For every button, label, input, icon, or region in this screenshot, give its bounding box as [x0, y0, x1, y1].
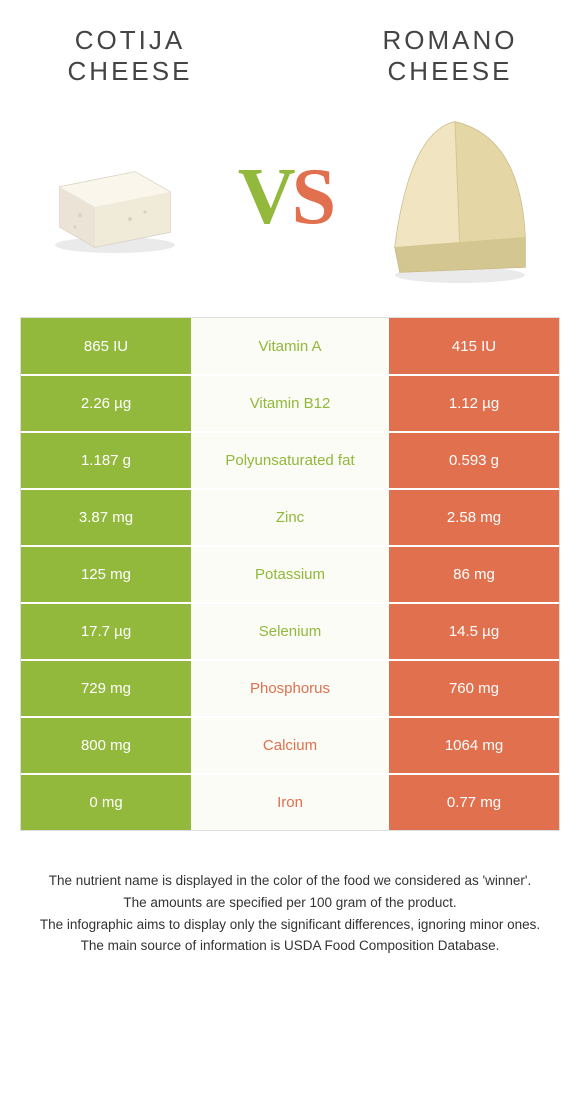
footnotes: The nutrient name is displayed in the co… — [0, 831, 580, 955]
nutrient-name-cell: Potassium — [191, 547, 389, 602]
left-value-cell: 865 IU — [21, 318, 191, 374]
comparison-table: 865 IUVitamin A415 IU2.26 µgVitamin B121… — [20, 317, 560, 831]
right-value-cell: 0.77 mg — [389, 775, 559, 830]
right-value-cell: 0.593 g — [389, 433, 559, 488]
header: COTIJA CHEESE ROMANO CHEESE — [0, 0, 580, 97]
right-value-cell: 2.58 mg — [389, 490, 559, 545]
cotija-cheese-image — [40, 137, 190, 257]
vs-label: VS — [238, 152, 332, 243]
nutrient-name-cell: Phosphorus — [191, 661, 389, 716]
footnote-line: The infographic aims to display only the… — [20, 915, 560, 935]
table-row: 17.7 µgSelenium14.5 µg — [21, 602, 559, 659]
right-value-cell: 415 IU — [389, 318, 559, 374]
right-value-cell: 14.5 µg — [389, 604, 559, 659]
left-value-cell: 3.87 mg — [21, 490, 191, 545]
table-row: 865 IUVitamin A415 IU — [21, 317, 559, 374]
vs-s: S — [292, 153, 333, 241]
table-row: 125 mgPotassium86 mg — [21, 545, 559, 602]
right-value-cell: 760 mg — [389, 661, 559, 716]
right-title-line2: CHEESE — [388, 56, 513, 86]
table-row: 0 mgIron0.77 mg — [21, 773, 559, 830]
nutrient-name-cell: Iron — [191, 775, 389, 830]
left-value-cell: 17.7 µg — [21, 604, 191, 659]
footnote-line: The main source of information is USDA F… — [20, 936, 560, 956]
left-value-cell: 1.187 g — [21, 433, 191, 488]
left-value-cell: 800 mg — [21, 718, 191, 773]
left-title: COTIJA CHEESE — [30, 25, 230, 87]
nutrient-name-cell: Vitamin B12 — [191, 376, 389, 431]
table-row: 2.26 µgVitamin B121.12 µg — [21, 374, 559, 431]
footnote-line: The amounts are specified per 100 gram o… — [20, 893, 560, 913]
nutrient-name-cell: Vitamin A — [191, 318, 389, 374]
right-title: ROMANO CHEESE — [350, 25, 550, 87]
nutrient-name-cell: Zinc — [191, 490, 389, 545]
table-row: 800 mgCalcium1064 mg — [21, 716, 559, 773]
footnote-line: The nutrient name is displayed in the co… — [20, 871, 560, 891]
left-title-line1: COTIJA — [75, 25, 185, 55]
right-title-line1: ROMANO — [383, 25, 518, 55]
left-value-cell: 729 mg — [21, 661, 191, 716]
table-row: 3.87 mgZinc2.58 mg — [21, 488, 559, 545]
nutrient-name-cell: Calcium — [191, 718, 389, 773]
table-row: 729 mgPhosphorus760 mg — [21, 659, 559, 716]
romano-cheese-image — [380, 107, 540, 287]
vs-v: V — [238, 153, 292, 241]
nutrient-name-cell: Polyunsaturated fat — [191, 433, 389, 488]
left-value-cell: 125 mg — [21, 547, 191, 602]
nutrient-name-cell: Selenium — [191, 604, 389, 659]
images-row: VS — [0, 97, 580, 317]
left-value-cell: 0 mg — [21, 775, 191, 830]
right-value-cell: 86 mg — [389, 547, 559, 602]
right-value-cell: 1.12 µg — [389, 376, 559, 431]
left-value-cell: 2.26 µg — [21, 376, 191, 431]
table-row: 1.187 gPolyunsaturated fat0.593 g — [21, 431, 559, 488]
left-title-line2: CHEESE — [68, 56, 193, 86]
right-value-cell: 1064 mg — [389, 718, 559, 773]
